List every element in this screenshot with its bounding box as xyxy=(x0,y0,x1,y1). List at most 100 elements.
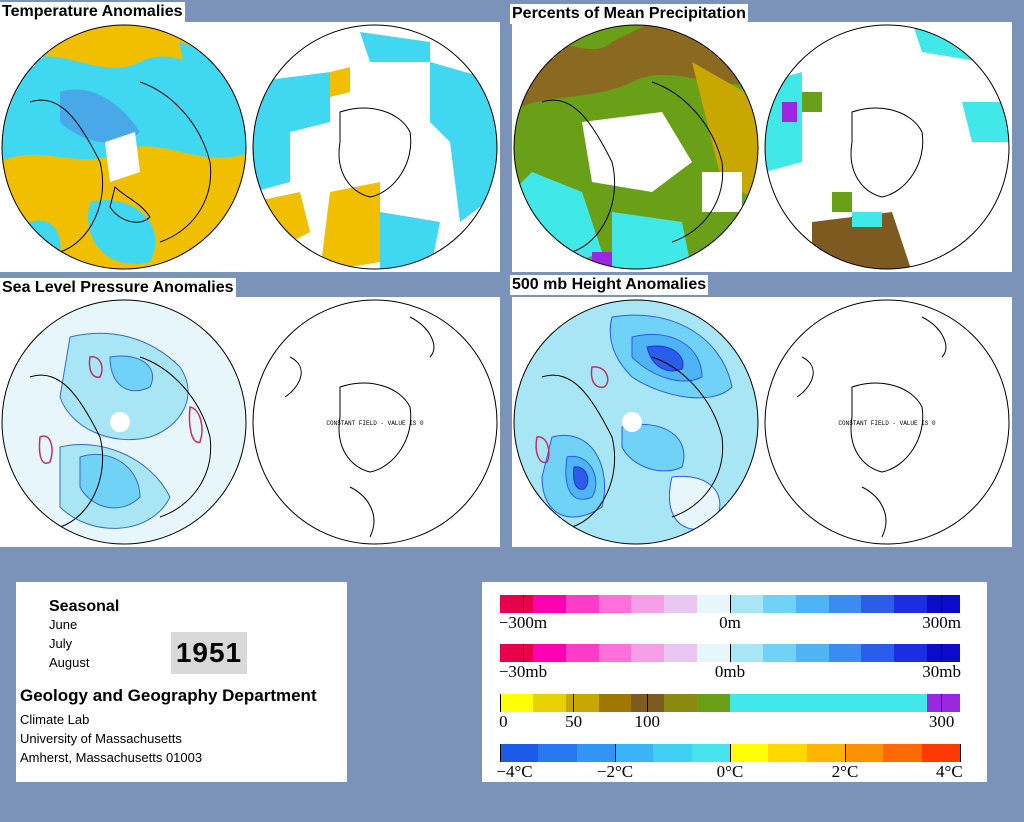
legend-swatch xyxy=(730,595,763,613)
legend-label-precipitation: 50 xyxy=(565,712,583,731)
temperature-north-hemisphere xyxy=(2,25,246,269)
legend-tick xyxy=(729,595,731,613)
legend-swatch xyxy=(631,694,665,712)
legend-swatch xyxy=(844,744,884,762)
department: Geology and Geography Department xyxy=(20,686,317,705)
legend-swatch xyxy=(500,694,533,712)
temperature-panel xyxy=(0,22,500,272)
legend-tick xyxy=(959,744,961,762)
legend-tick xyxy=(941,644,943,662)
legend-swatch xyxy=(691,744,730,762)
legend-swatch xyxy=(500,744,539,762)
legend-box: −300m 0m 300m −30mb 0mb 30mb 0 50 100 300 −4°C −2°C… xyxy=(482,582,987,782)
legend-label-pressure: 0mb xyxy=(714,662,746,681)
legend-swatch xyxy=(730,644,763,662)
temperature-title: Temperature Anomalies xyxy=(0,2,185,22)
height-north-hemisphere xyxy=(514,300,758,544)
legend-tick xyxy=(499,744,501,762)
legend-swatch xyxy=(894,644,928,662)
height-title: 500 mb Height Anomalies xyxy=(510,275,709,295)
pressure-south-hemisphere xyxy=(284,316,435,538)
legend-bar-temperature xyxy=(500,744,960,762)
legend-label-pressure: −30mb xyxy=(498,662,548,681)
legend-swatch xyxy=(762,644,796,662)
legend-swatch xyxy=(927,595,961,613)
legend-swatch xyxy=(664,694,698,712)
legend-swatch xyxy=(730,694,763,712)
pressure-title: Sea Level Pressure Anomalies xyxy=(0,278,236,298)
pressure-constant-note: CONSTANT FIELD - VALUE IS 0 xyxy=(326,420,424,427)
month-2: July xyxy=(49,636,73,651)
legend-swatch xyxy=(894,694,928,712)
legend-tick xyxy=(941,595,943,613)
legend-label-precipitation: 0 xyxy=(499,712,508,731)
height-maps: CONSTANT FIELD - VALUE IS 0 xyxy=(513,299,1010,545)
height-south-hemisphere xyxy=(796,316,947,538)
legend-swatch xyxy=(762,694,796,712)
precipitation-title: Percents of Mean Precipitation xyxy=(510,4,748,24)
legend-swatch xyxy=(828,694,862,712)
legend-swatch xyxy=(828,644,862,662)
pressure-panel: CONSTANT FIELD - VALUE IS 0 xyxy=(0,297,500,547)
address-line-3: Amherst, Massachusetts 01003 xyxy=(20,750,203,765)
legend-swatch xyxy=(532,694,566,712)
legend-swatch xyxy=(565,694,599,712)
legend-swatch xyxy=(927,694,961,712)
legend-tick xyxy=(729,644,731,662)
legend-swatch xyxy=(883,744,922,762)
legend-label-temperature: −4°C xyxy=(496,762,533,781)
legend-swatch xyxy=(861,644,895,662)
legend-bar-precipitation xyxy=(500,694,961,712)
address-line-2: University of Massachusetts xyxy=(20,731,182,746)
month-3: August xyxy=(49,655,90,670)
legend-swatch xyxy=(631,644,665,662)
legend-swatch xyxy=(598,595,632,613)
legend-swatch xyxy=(500,644,533,662)
legend-label-temperature: 2°C xyxy=(831,762,859,781)
precipitation-south-hemisphere xyxy=(765,25,1009,269)
legend-swatch xyxy=(565,595,599,613)
pressure-north-hemisphere xyxy=(2,300,246,544)
legend-label-temperature: 0°C xyxy=(716,762,744,781)
legend-swatch xyxy=(828,595,862,613)
legend-swatch xyxy=(795,694,829,712)
legend-label-temperature: 4°C xyxy=(936,762,963,781)
legend-swatch xyxy=(532,595,566,613)
legend-bar-height xyxy=(500,595,961,613)
legend-swatch xyxy=(795,595,829,613)
precipitation-north-hemisphere xyxy=(514,25,758,269)
temperature-maps xyxy=(1,24,498,270)
legend-swatch xyxy=(697,644,731,662)
legend-label-pressure: 30mb xyxy=(922,662,961,681)
legend-swatch xyxy=(861,694,895,712)
legend-label-precipitation: 100 xyxy=(634,712,660,731)
legend-swatch xyxy=(806,744,845,762)
legend-tick xyxy=(729,744,731,762)
legend-tick xyxy=(614,744,616,762)
legend-swatch xyxy=(500,595,533,613)
legend-label-height: −300m xyxy=(498,613,548,632)
legend-tick xyxy=(844,744,846,762)
address-line-1: Climate Lab xyxy=(20,712,90,727)
legend-swatch xyxy=(795,644,829,662)
legend-swatch xyxy=(894,595,928,613)
legend-swatch xyxy=(921,744,960,762)
legend-tick xyxy=(522,595,524,613)
info-box: Seasonal June July August 1951 Geology a… xyxy=(16,582,347,782)
legend-swatch xyxy=(861,595,895,613)
year: 1951 xyxy=(171,632,247,674)
height-panel: CONSTANT FIELD - VALUE IS 0 xyxy=(512,297,1012,547)
legend-swatch xyxy=(598,644,632,662)
legend-swatch xyxy=(631,595,665,613)
legend-label-temperature: −2°C xyxy=(596,762,634,781)
precipitation-maps xyxy=(513,24,1010,270)
legend-swatch xyxy=(697,694,731,712)
temperature-south-hemisphere xyxy=(253,25,497,269)
legend-tick xyxy=(573,694,575,712)
legend-swatch xyxy=(538,744,577,762)
legend-tick xyxy=(941,694,943,712)
legend-label-precipitation: 300 xyxy=(928,712,955,731)
legend-swatch xyxy=(664,644,698,662)
legend-swatch xyxy=(697,595,731,613)
legend-label-height: 300m xyxy=(922,613,961,632)
